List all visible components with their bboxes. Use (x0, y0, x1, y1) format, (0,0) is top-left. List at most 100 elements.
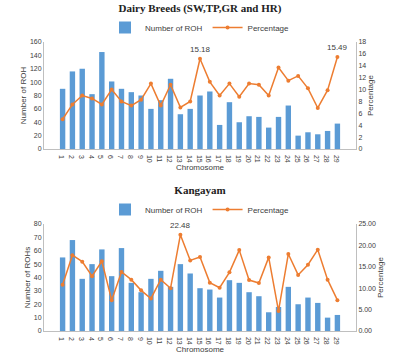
svg-text:60: 60 (34, 105, 42, 112)
svg-text:0.00: 0.00 (358, 327, 372, 334)
svg-text:7: 7 (117, 155, 124, 159)
svg-text:80: 80 (34, 220, 42, 227)
svg-text:14: 14 (186, 155, 193, 163)
svg-text:25: 25 (294, 155, 301, 163)
svg-text:Percentage: Percentage (248, 206, 289, 215)
svg-text:18: 18 (358, 38, 366, 45)
svg-text:8: 8 (127, 155, 134, 159)
svg-text:Number of ROH: Number of ROH (19, 67, 28, 125)
svg-text:13: 13 (176, 155, 183, 163)
svg-text:5.00: 5.00 (358, 306, 372, 313)
svg-text:12: 12 (166, 155, 173, 163)
svg-text:100: 100 (30, 79, 42, 86)
svg-text:11: 11 (156, 155, 163, 162)
svg-text:0: 0 (38, 327, 42, 334)
svg-text:10: 10 (146, 155, 153, 163)
svg-text:Percentage: Percentage (248, 24, 289, 33)
svg-text:16: 16 (205, 155, 212, 163)
svg-text:13: 13 (176, 337, 183, 345)
svg-text:15.18: 15.18 (190, 45, 211, 54)
svg-text:80: 80 (34, 92, 42, 99)
svg-text:25: 25 (294, 337, 301, 345)
svg-text:19: 19 (235, 337, 242, 345)
svg-text:20.00: 20.00 (358, 242, 376, 249)
svg-text:22: 22 (264, 337, 271, 345)
svg-text:10.00: 10.00 (358, 285, 376, 292)
svg-text:20: 20 (34, 132, 42, 139)
svg-text:12: 12 (166, 337, 173, 345)
svg-text:4: 4 (358, 122, 362, 129)
svg-text:60: 60 (34, 247, 42, 254)
svg-text:18: 18 (225, 155, 232, 163)
svg-text:28: 28 (323, 155, 330, 163)
svg-text:0: 0 (358, 145, 362, 152)
svg-text:23: 23 (274, 155, 281, 163)
svg-text:5: 5 (97, 337, 104, 341)
svg-text:1: 1 (58, 155, 65, 159)
svg-text:4: 4 (88, 155, 95, 159)
svg-text:10: 10 (34, 314, 42, 321)
svg-text:16: 16 (205, 337, 212, 345)
svg-text:11: 11 (156, 337, 163, 344)
svg-text:9: 9 (137, 337, 144, 341)
svg-text:2: 2 (68, 337, 75, 341)
svg-text:Chromosome: Chromosome (176, 345, 225, 354)
svg-text:24: 24 (284, 155, 291, 163)
svg-text:19: 19 (235, 155, 242, 163)
svg-text:3: 3 (78, 337, 85, 341)
svg-text:Number of ROH: Number of ROH (145, 24, 203, 33)
svg-text:22: 22 (264, 155, 271, 163)
svg-text:26: 26 (303, 337, 310, 345)
svg-text:20: 20 (34, 301, 42, 308)
svg-text:3: 3 (78, 155, 85, 159)
svg-text:22.48: 22.48 (170, 221, 191, 230)
svg-text:21: 21 (254, 337, 261, 345)
svg-text:5: 5 (97, 155, 104, 159)
svg-text:17: 17 (215, 337, 222, 345)
svg-text:Percentage: Percentage (366, 74, 375, 115)
svg-text:8: 8 (127, 337, 134, 341)
svg-text:8: 8 (358, 98, 362, 105)
svg-text:9: 9 (137, 155, 144, 159)
svg-text:40: 40 (34, 119, 42, 126)
svg-text:140: 140 (30, 52, 42, 59)
svg-text:20: 20 (245, 155, 252, 163)
svg-text:30: 30 (34, 287, 42, 294)
svg-text:Percentage: Percentage (376, 256, 385, 297)
svg-text:2: 2 (358, 134, 362, 141)
svg-text:7: 7 (117, 337, 124, 341)
svg-text:15: 15 (196, 155, 203, 163)
svg-text:1: 1 (58, 337, 65, 341)
svg-text:10: 10 (146, 337, 153, 345)
svg-text:40: 40 (34, 274, 42, 281)
svg-text:6: 6 (107, 155, 114, 159)
svg-text:15: 15 (196, 337, 203, 345)
svg-text:2: 2 (68, 155, 75, 159)
svg-text:27: 27 (313, 337, 320, 345)
svg-text:12: 12 (358, 74, 366, 81)
svg-text:28: 28 (323, 337, 330, 345)
svg-text:15.00: 15.00 (358, 263, 376, 270)
svg-text:26: 26 (303, 155, 310, 163)
svg-text:18: 18 (225, 337, 232, 345)
svg-text:Number of ROH: Number of ROH (145, 206, 203, 215)
svg-text:29: 29 (333, 337, 340, 345)
svg-text:Kangayam: Kangayam (174, 184, 225, 196)
svg-text:10: 10 (358, 86, 366, 93)
svg-text:16: 16 (358, 50, 366, 57)
svg-text:15.49: 15.49 (327, 43, 348, 52)
svg-text:23: 23 (274, 337, 281, 345)
svg-text:50: 50 (34, 261, 42, 268)
svg-text:Dairy Breeds (SW,TP,GR and HR): Dairy Breeds (SW,TP,GR and HR) (119, 2, 282, 15)
svg-text:17: 17 (215, 155, 222, 163)
svg-text:29: 29 (333, 155, 340, 163)
svg-text:4: 4 (88, 337, 95, 341)
svg-text:27: 27 (313, 155, 320, 163)
svg-text:70: 70 (34, 234, 42, 241)
svg-text:6: 6 (358, 110, 362, 117)
svg-text:14: 14 (358, 62, 366, 69)
svg-text:20: 20 (245, 337, 252, 345)
svg-text:120: 120 (30, 65, 42, 72)
svg-text:24: 24 (284, 337, 291, 345)
svg-text:Number of ROHs: Number of ROHs (23, 247, 32, 308)
